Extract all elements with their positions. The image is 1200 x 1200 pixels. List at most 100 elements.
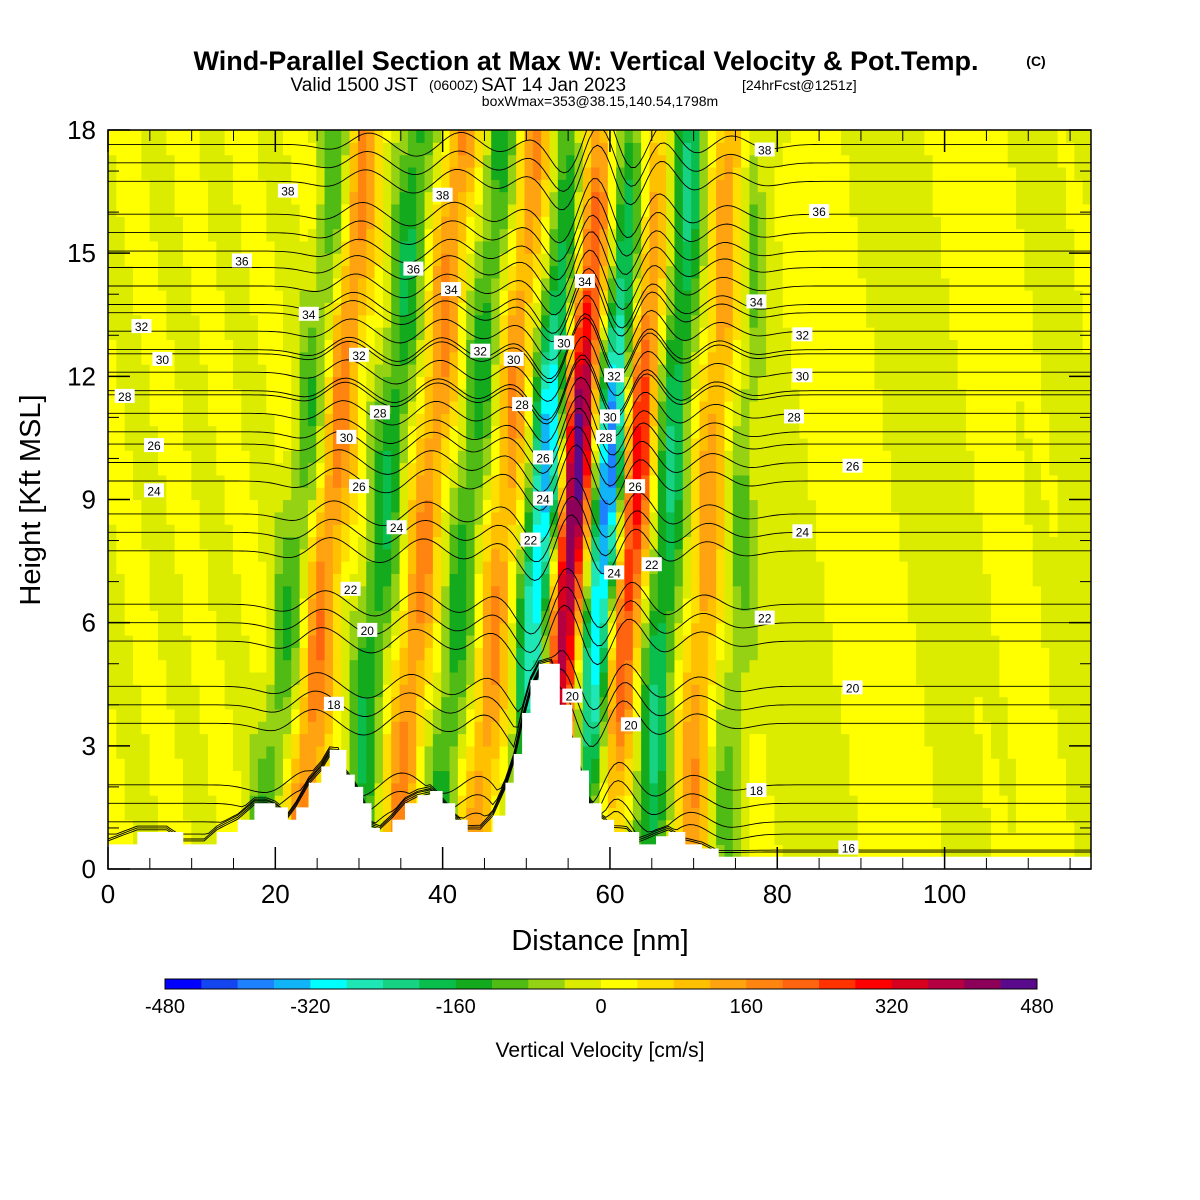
velocity-cell (341, 733, 351, 747)
velocity-cell (666, 462, 676, 476)
velocity-cell (624, 290, 634, 304)
velocity-cell (257, 487, 267, 501)
velocity-cell (407, 253, 417, 267)
velocity-cell (157, 721, 167, 735)
velocity-cell (699, 598, 709, 611)
velocity-cell (491, 400, 501, 414)
velocity-cell (266, 536, 276, 550)
velocity-cell (774, 622, 784, 636)
velocity-cell (682, 474, 692, 488)
velocity-cell (266, 474, 276, 488)
velocity-cell (382, 339, 392, 353)
velocity-cell (782, 191, 792, 205)
velocity-cell (241, 561, 251, 574)
velocity-cell (207, 819, 217, 833)
velocity-cell (407, 228, 417, 242)
velocity-cell (691, 721, 701, 735)
velocity-cell (249, 622, 259, 636)
velocity-cell (441, 548, 451, 562)
velocity-cell (116, 450, 126, 464)
velocity-cell (116, 265, 126, 279)
velocity-cell (441, 240, 451, 254)
velocity-cell (624, 684, 634, 698)
velocity-cell (116, 733, 126, 747)
velocity-cell (691, 622, 701, 636)
velocity-cell (416, 425, 426, 439)
velocity-cell (599, 191, 609, 205)
velocity-cell (782, 179, 792, 193)
velocity-cell (182, 745, 192, 759)
velocity-cell (382, 130, 392, 143)
velocity-cell (691, 253, 701, 267)
velocity-cell (774, 339, 784, 353)
velocity-cell (407, 364, 417, 377)
velocity-cell (766, 733, 776, 747)
velocity-cell (549, 474, 559, 488)
velocity-cell (499, 302, 509, 316)
velocity-cell (374, 499, 384, 513)
velocity-cell (374, 807, 384, 821)
velocity-cell (149, 610, 159, 624)
velocity-cell (491, 191, 501, 205)
velocity-cell (282, 228, 292, 242)
velocity-cell (691, 807, 701, 821)
velocity-cell (399, 130, 409, 143)
velocity-cell (599, 524, 609, 538)
velocity-cell (357, 684, 367, 698)
velocity-cell (266, 364, 276, 377)
velocity-cell (732, 253, 742, 267)
velocity-cell (741, 807, 751, 821)
velocity-cell (349, 598, 359, 611)
velocity-cell (316, 154, 326, 168)
velocity-cell (132, 400, 142, 414)
velocity-cell (382, 425, 392, 439)
velocity-cell (691, 770, 701, 784)
velocity-cell (532, 364, 542, 377)
velocity-cell (491, 228, 501, 242)
velocity-cell (366, 721, 376, 735)
velocity-cell (241, 240, 251, 254)
velocity-cell (249, 499, 259, 513)
velocity-cell (116, 413, 126, 427)
velocity-cell (716, 265, 726, 279)
velocity-cell (232, 622, 242, 636)
velocity-cell (474, 708, 484, 722)
velocity-cell (241, 203, 251, 217)
velocity-cell (357, 400, 367, 414)
velocity-cell (407, 745, 417, 759)
velocity-cell (116, 511, 126, 525)
velocity-cell (341, 364, 351, 377)
velocity-cell (499, 142, 509, 156)
velocity-cell (257, 142, 267, 156)
velocity-cell (191, 671, 201, 685)
velocity-cell (124, 277, 134, 291)
velocity-cell (349, 610, 359, 624)
velocity-cell (657, 634, 667, 648)
velocity-cell (466, 450, 476, 464)
velocity-cell (649, 782, 659, 796)
velocity-cell (316, 684, 326, 698)
velocity-cell (257, 758, 267, 772)
velocity-cell (124, 351, 134, 365)
velocity-cell (641, 622, 651, 636)
velocity-cell (274, 536, 284, 550)
velocity-cell (791, 770, 801, 784)
velocity-cell (507, 721, 517, 735)
velocity-cell (724, 462, 734, 476)
velocity-cell (724, 425, 734, 439)
velocity-cell (507, 364, 517, 377)
velocity-cell (282, 400, 292, 414)
velocity-cell (416, 314, 426, 328)
velocity-cell (332, 437, 342, 451)
velocity-cell (174, 290, 184, 304)
velocity-cell (632, 462, 642, 476)
velocity-cell (349, 437, 359, 451)
velocity-cell (182, 758, 192, 772)
velocity-cell (624, 462, 634, 476)
velocity-cell (241, 179, 251, 193)
velocity-cell (491, 487, 501, 501)
velocity-cell (682, 290, 692, 304)
velocity-cell (749, 191, 759, 205)
velocity-cell (257, 376, 267, 390)
velocity-cell (174, 413, 184, 427)
